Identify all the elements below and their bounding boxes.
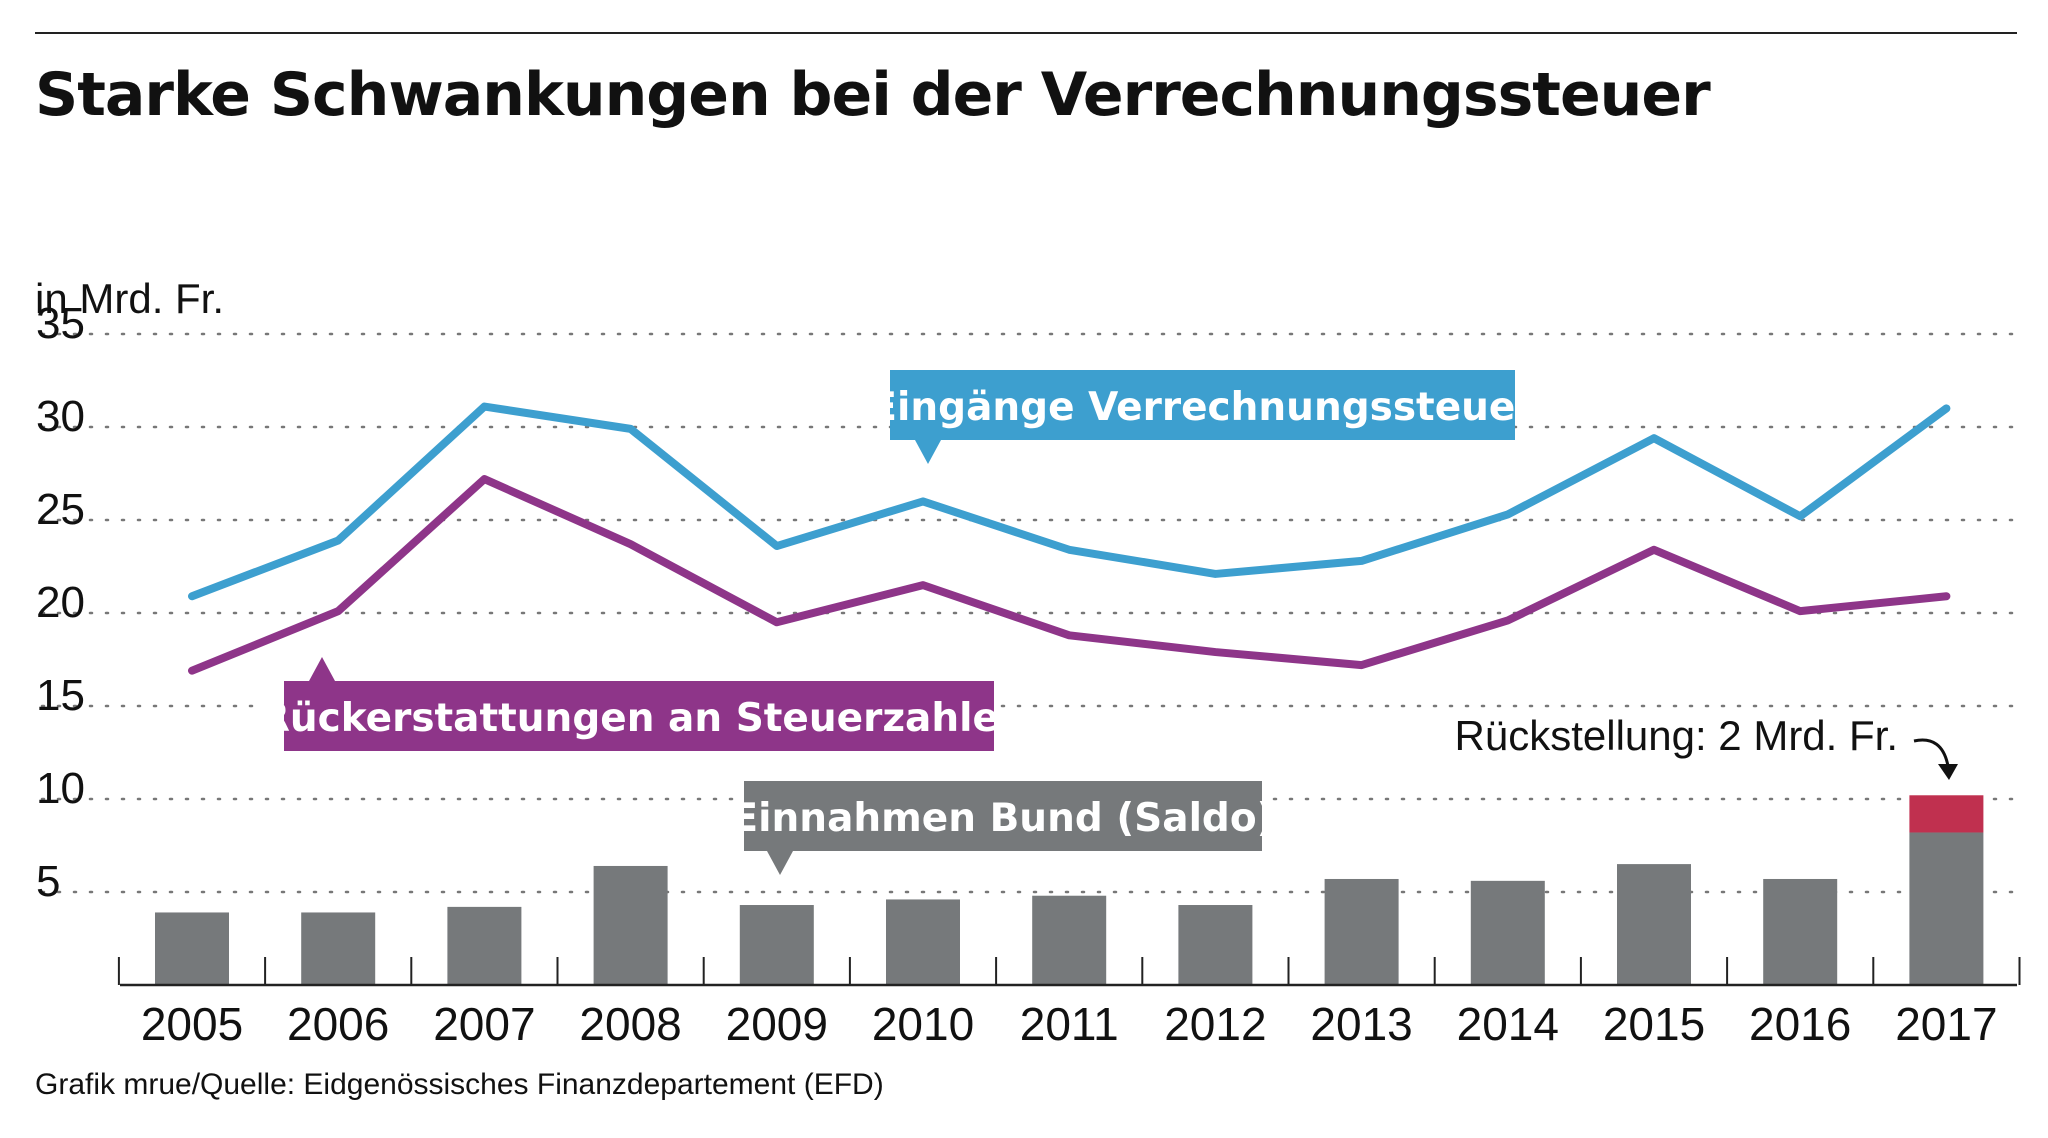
legend-eingaenge-pointer [915,440,941,464]
x-tick-label: 2016 [1749,998,1851,1050]
y-tick-label: 10 [36,764,85,813]
x-tick-label: 2005 [141,998,243,1050]
legend-rueckerstattungen-label: Rückerstattungen an Steuerzahler [260,696,1019,741]
y-tick-label: 15 [36,671,85,720]
legend-einnahmen-pointer [767,851,793,875]
bar-2017 [1909,832,1984,985]
legend-eingaenge-box [890,370,1515,440]
x-tick-label: 2017 [1895,998,1997,1050]
source-note: Grafik mrue/Quelle: Eidgenössisches Fina… [35,1068,884,1101]
y-tick-label: 35 [36,299,85,348]
line-eingaenge [188,402,1951,601]
rueckstellung-arrow-head [1938,764,1958,780]
x-tick-label: 2015 [1603,998,1705,1050]
x-tick-label: 2014 [1457,998,1559,1050]
x-tick-label: 2009 [726,998,828,1050]
legend-rueckerstattungen-box [284,681,994,751]
x-tick-label: 2007 [433,998,535,1050]
bar-2010 [886,899,960,985]
rueckstellung-arrow [1913,738,1950,767]
bar-2014 [1470,880,1545,985]
bar-2016 [1763,878,1838,985]
bar-2006 [301,912,376,985]
y-tick-label: 20 [36,578,85,627]
x-tick-label: 2013 [1310,998,1412,1050]
y-tick-label: 25 [36,485,85,534]
bar-2015 [1617,864,1691,985]
x-tick-label: 2008 [579,998,681,1050]
legend-einnahmen-box [744,781,1262,851]
top-rule [35,32,2017,34]
bar-2007 [447,906,522,985]
y-tick-label: 5 [36,857,60,906]
chart-title: Starke Schwankungen bei der Verrechnungs… [35,60,1711,130]
rueckstellung-annotation: Rückstellung: 2 Mrd. Fr. [1455,712,1898,759]
x-tick-label: 2011 [1020,998,1119,1050]
y-axis-unit-label: in Mrd. Fr. [35,275,225,322]
bar-2012 [1178,905,1253,985]
legend-rueckerstattungen-pointer [309,657,335,681]
x-tick-label: 2006 [287,998,389,1050]
line-rueckerstattungen [188,475,1951,675]
bar-2008 [593,865,668,985]
y-tick-label: 30 [36,392,85,441]
x-tick-label: 2012 [1164,998,1266,1050]
bar-2009 [739,905,814,985]
bar-2005 [155,912,229,985]
rueckstellung-bar-segment [1909,795,1984,833]
bar-2011 [1032,895,1107,985]
x-tick-label: 2010 [872,998,974,1050]
legend-einnahmen-label: Einnahmen Bund (Saldo) [732,796,1275,841]
legend-eingaenge-label: Eingänge Verrechnungssteuer [870,385,1535,430]
bar-2013 [1324,878,1399,985]
